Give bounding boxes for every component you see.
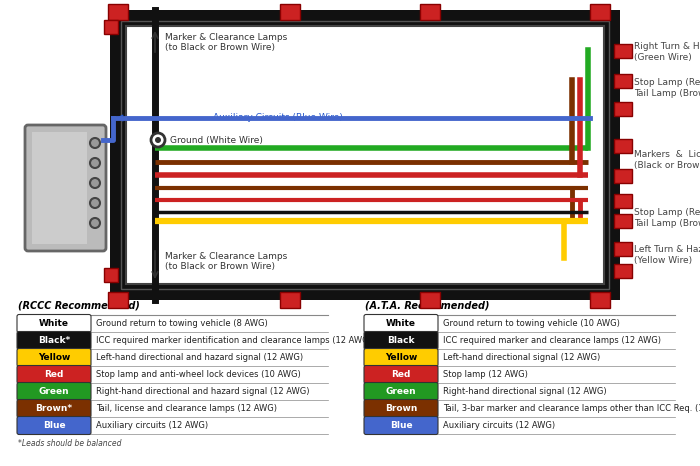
- Bar: [590, 292, 610, 308]
- Bar: [614, 194, 632, 208]
- Text: Red: Red: [391, 370, 411, 379]
- Bar: [32, 132, 87, 244]
- Bar: [420, 4, 440, 20]
- Text: Stop lamp (12 AWG): Stop lamp (12 AWG): [443, 370, 528, 379]
- FancyBboxPatch shape: [17, 365, 91, 384]
- Text: Stop Lamp (Red Wire)
Tail Lamp (Brown Wire): Stop Lamp (Red Wire) Tail Lamp (Brown Wi…: [634, 78, 700, 98]
- Circle shape: [90, 218, 100, 228]
- Bar: [614, 74, 632, 88]
- Text: White: White: [39, 319, 69, 328]
- Text: ICC required marker and clearance lamps (12 AWG): ICC required marker and clearance lamps …: [443, 336, 661, 345]
- Text: Auxiliary circuits (12 AWG): Auxiliary circuits (12 AWG): [443, 421, 555, 430]
- FancyBboxPatch shape: [364, 365, 438, 384]
- Bar: [104, 20, 118, 34]
- Text: Black: Black: [387, 336, 414, 345]
- Text: Green: Green: [38, 387, 69, 396]
- Text: Ground (White Wire): Ground (White Wire): [170, 136, 263, 144]
- Circle shape: [90, 158, 100, 168]
- Text: Brown: Brown: [385, 404, 417, 413]
- Bar: [614, 139, 632, 153]
- FancyBboxPatch shape: [25, 125, 106, 251]
- Bar: [420, 292, 440, 308]
- Text: (A.T.A. Recommended): (A.T.A. Recommended): [365, 301, 489, 311]
- Text: Brown*: Brown*: [36, 404, 73, 413]
- Text: Red: Red: [44, 370, 64, 379]
- Bar: [614, 264, 632, 278]
- Text: Right-hand directional and hazard signal (12 AWG): Right-hand directional and hazard signal…: [96, 387, 309, 396]
- Text: Ground return to towing vehicle (10 AWG): Ground return to towing vehicle (10 AWG): [443, 319, 620, 328]
- Text: Left-hand directional signal (12 AWG): Left-hand directional signal (12 AWG): [443, 353, 601, 362]
- FancyBboxPatch shape: [17, 399, 91, 418]
- Bar: [126, 26, 604, 284]
- Text: Markers  &  License
(Black or Brown Wire): Markers & License (Black or Brown Wire): [634, 151, 700, 170]
- Bar: [280, 292, 300, 308]
- Text: Marker & Clearance Lamps
(to Black or Brown Wire): Marker & Clearance Lamps (to Black or Br…: [165, 252, 287, 271]
- FancyBboxPatch shape: [364, 383, 438, 400]
- FancyBboxPatch shape: [364, 331, 438, 350]
- Bar: [614, 242, 632, 256]
- Text: Stop Lamp (Red Wire)
Tail Lamp (Brown Wire): Stop Lamp (Red Wire) Tail Lamp (Brown Wi…: [634, 208, 700, 228]
- Text: Tail, 3-bar marker and clearance lamps other than ICC Req. (12 AWG): Tail, 3-bar marker and clearance lamps o…: [443, 404, 700, 413]
- Text: Yellow: Yellow: [38, 353, 70, 362]
- Text: Auxiliary Circuits (Blue Wire): Auxiliary Circuits (Blue Wire): [213, 112, 343, 122]
- Circle shape: [155, 137, 161, 143]
- FancyBboxPatch shape: [364, 315, 438, 333]
- Bar: [108, 4, 128, 20]
- Text: Black*: Black*: [38, 336, 70, 345]
- Bar: [590, 4, 610, 20]
- Text: ICC required marker identification and clearance lamps (12 AWG): ICC required marker identification and c…: [96, 336, 372, 345]
- Text: Stop lamp and anti-wheel lock devices (10 AWG): Stop lamp and anti-wheel lock devices (1…: [96, 370, 301, 379]
- Circle shape: [90, 198, 100, 208]
- Text: Green: Green: [386, 387, 416, 396]
- Text: Left Turn & Hazard
(Yellow Wire): Left Turn & Hazard (Yellow Wire): [634, 245, 700, 265]
- FancyBboxPatch shape: [364, 349, 438, 366]
- Bar: [614, 44, 632, 58]
- Bar: [614, 214, 632, 228]
- Bar: [614, 102, 632, 116]
- Text: Blue: Blue: [43, 421, 65, 430]
- Bar: [280, 4, 300, 20]
- Text: Marker & Clearance Lamps
(to Black or Brown Wire): Marker & Clearance Lamps (to Black or Br…: [165, 33, 287, 52]
- FancyBboxPatch shape: [17, 417, 91, 434]
- FancyBboxPatch shape: [364, 417, 438, 434]
- FancyBboxPatch shape: [17, 331, 91, 350]
- Bar: [110, 10, 620, 300]
- FancyBboxPatch shape: [17, 349, 91, 366]
- Circle shape: [90, 138, 100, 148]
- FancyBboxPatch shape: [17, 383, 91, 400]
- FancyBboxPatch shape: [364, 399, 438, 418]
- Text: *Leads should be balanced: *Leads should be balanced: [18, 439, 122, 448]
- Text: Right-hand directional signal (12 AWG): Right-hand directional signal (12 AWG): [443, 387, 607, 396]
- Circle shape: [90, 178, 100, 188]
- Text: Blue: Blue: [390, 421, 412, 430]
- Bar: [614, 169, 632, 183]
- Text: Ground return to towing vehicle (8 AWG): Ground return to towing vehicle (8 AWG): [96, 319, 267, 328]
- Text: White: White: [386, 319, 416, 328]
- Bar: [108, 292, 128, 308]
- Text: Yellow: Yellow: [385, 353, 417, 362]
- FancyBboxPatch shape: [17, 315, 91, 333]
- Circle shape: [151, 133, 165, 147]
- Bar: [104, 268, 118, 282]
- Text: Right Turn & Hazard
(Green Wire): Right Turn & Hazard (Green Wire): [634, 42, 700, 62]
- Text: Auxiliary circuits (12 AWG): Auxiliary circuits (12 AWG): [96, 421, 208, 430]
- Bar: [121, 21, 609, 289]
- Text: Left-hand directional and hazard signal (12 AWG): Left-hand directional and hazard signal …: [96, 353, 303, 362]
- Text: (RCCC Recommended): (RCCC Recommended): [18, 301, 140, 311]
- Text: Tail, license and clearance lamps (12 AWG): Tail, license and clearance lamps (12 AW…: [96, 404, 277, 413]
